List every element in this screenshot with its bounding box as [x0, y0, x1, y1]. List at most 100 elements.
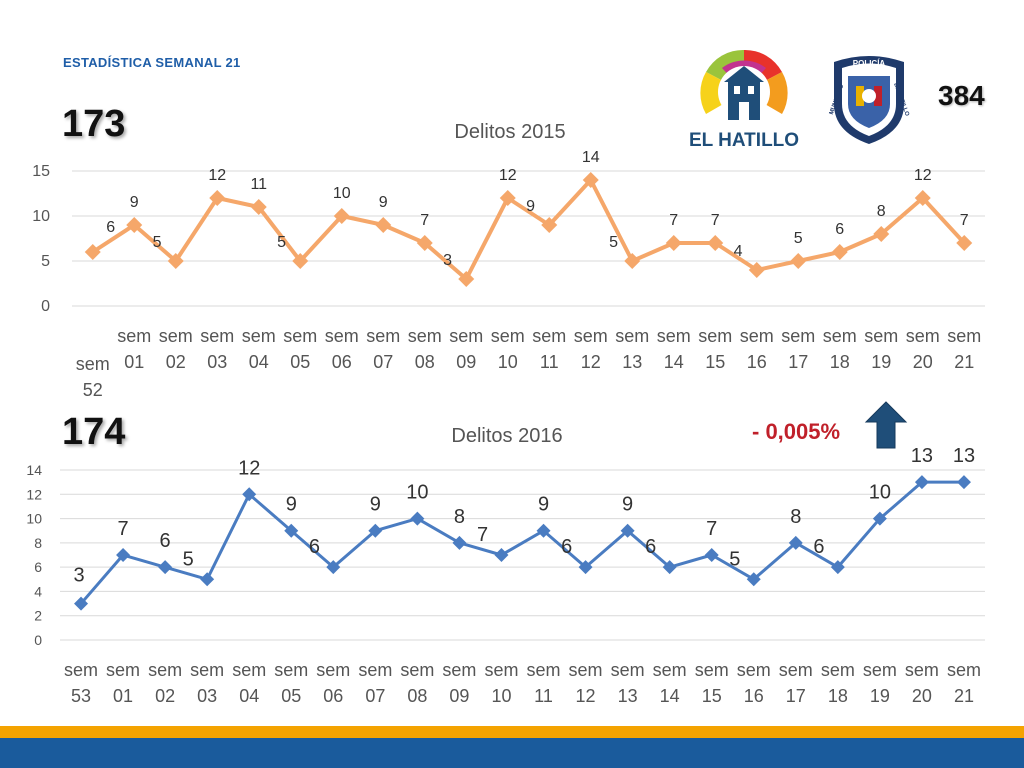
x-tick-label: sem 20 — [906, 326, 940, 372]
page-heading: ESTADÍSTICA SEMANAL 21 — [63, 55, 241, 70]
data-label: 8 — [877, 203, 886, 220]
x-tick-label: sem 17 — [779, 660, 813, 706]
y-tick-label: 8 — [34, 535, 42, 551]
data-point — [494, 548, 509, 562]
x-tick-label: sem 02 — [148, 660, 182, 706]
data-point — [788, 535, 803, 550]
x-tick-label: sem 10 — [484, 660, 518, 706]
data-point — [748, 262, 765, 278]
x-tick-label: sem 09 — [442, 660, 476, 706]
x-tick-label: sem 14 — [653, 660, 687, 706]
police-badge-logo: POLICÍA MUNICIPIO EL HATILLO — [829, 56, 910, 144]
x-tick-label: sem 02 — [159, 326, 193, 372]
data-point — [458, 271, 475, 287]
x-tick-label: sem 11 — [527, 660, 561, 706]
x-tick-label: sem 07 — [366, 326, 400, 372]
x-tick-label: sem 21 — [947, 660, 981, 706]
data-point — [292, 253, 309, 269]
data-point — [872, 511, 887, 526]
up-arrow-icon — [864, 401, 908, 449]
data-label: 9 — [622, 494, 633, 516]
x-tick-label: sem 01 — [106, 660, 140, 706]
data-point — [250, 199, 267, 215]
x-tick-label: sem 12 — [569, 660, 603, 706]
y-tick-label: 0 — [41, 298, 50, 315]
data-label: 9 — [526, 198, 535, 215]
data-point — [873, 226, 890, 242]
data-point — [578, 560, 593, 575]
x-tick-label: sem 08 — [408, 326, 442, 372]
x-tick-label: sem 11 — [532, 326, 566, 372]
y-tick-label: 10 — [26, 511, 42, 527]
data-label: 9 — [379, 194, 388, 211]
data-label: 13 — [953, 445, 975, 467]
data-label: 9 — [130, 194, 139, 211]
data-point — [707, 235, 724, 251]
data-point — [410, 511, 425, 526]
data-point — [956, 235, 973, 251]
data-label: 13 — [911, 445, 933, 467]
y-tick-label: 0 — [34, 632, 42, 648]
x-tick-label: sem 07 — [358, 660, 392, 706]
x-tick-label: sem 08 — [400, 660, 434, 706]
x-tick-label: sem 16 — [737, 660, 771, 706]
data-label: 6 — [835, 221, 844, 238]
data-label: 10 — [869, 482, 891, 504]
data-label: 7 — [669, 212, 678, 229]
data-point — [116, 548, 131, 562]
x-tick-label: sem 18 — [821, 660, 855, 706]
x-tick-label: sem 03 — [190, 660, 224, 706]
data-label: 9 — [370, 494, 381, 516]
data-label: 12 — [208, 167, 226, 184]
data-point — [375, 217, 392, 233]
el-hatillo-logo: EL HATILLO — [689, 49, 799, 151]
data-label: 6 — [645, 536, 656, 558]
data-label: 3 — [443, 252, 452, 269]
data-point — [914, 475, 929, 490]
data-label: 5 — [794, 230, 803, 247]
x-tick-label: sem 06 — [325, 326, 359, 372]
x-tick-label: sem 15 — [695, 660, 729, 706]
y-tick-label: 12 — [26, 486, 42, 502]
x-tick-label: sem 01 — [117, 326, 151, 372]
data-point — [284, 523, 299, 538]
data-label: 5 — [609, 234, 618, 251]
data-label: 5 — [183, 548, 194, 570]
data-label: 4 — [734, 243, 743, 260]
data-point — [84, 244, 101, 260]
total-police: 384 — [938, 80, 985, 111]
data-point — [582, 172, 599, 188]
x-tick-label: sem 09 — [449, 326, 483, 372]
data-label: 12 — [499, 167, 517, 184]
data-label: 6 — [813, 536, 824, 558]
data-label: 5 — [729, 548, 740, 570]
police-top-text: POLICÍA — [853, 59, 886, 68]
data-point — [704, 548, 719, 562]
data-label: 7 — [420, 212, 429, 229]
data-label: 5 — [277, 234, 286, 251]
data-point — [665, 235, 682, 251]
data-label: 7 — [477, 524, 488, 546]
data-point — [368, 523, 383, 538]
data-label: 3 — [73, 565, 84, 587]
data-point — [956, 475, 971, 490]
data-label: 6 — [561, 536, 572, 558]
data-label: 11 — [250, 176, 267, 193]
x-tick-label: sem 53 — [64, 660, 98, 706]
data-label: 12 — [914, 167, 932, 184]
chart-title: Delitos 2015 — [454, 121, 565, 143]
percent-change: - 0,005% — [752, 419, 841, 444]
data-label: 7 — [960, 212, 969, 229]
x-tick-label: sem 13 — [615, 326, 649, 372]
x-tick-label: sem 06 — [316, 660, 350, 706]
x-tick-label: sem 19 — [863, 660, 897, 706]
total-2015: 173 — [62, 103, 126, 145]
data-point — [326, 560, 341, 575]
data-point — [74, 596, 89, 611]
data-label: 9 — [538, 494, 549, 516]
data-point — [914, 190, 931, 206]
data-point — [200, 572, 215, 587]
footer-orange-band — [0, 726, 1024, 738]
